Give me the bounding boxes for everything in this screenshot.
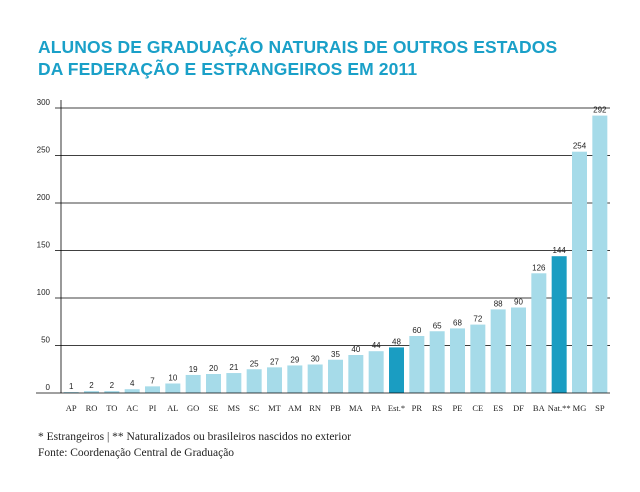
data-label: 48	[392, 337, 401, 346]
x-tick-label: PR	[412, 403, 423, 413]
data-label: 29	[290, 355, 299, 364]
bar-ap	[63, 392, 79, 393]
bars	[63, 115, 608, 393]
footnote-source: Fonte: Coordenação Central de Graduação	[38, 447, 235, 459]
bar-pb	[328, 359, 343, 393]
x-tick-label: SC	[249, 403, 260, 413]
x-tick-label: RN	[309, 403, 321, 413]
chart-title-line-1: ALUNOS DE GRADUAÇÃO NATURAIS DE OUTROS E…	[38, 37, 558, 57]
x-tick-label: PE	[453, 403, 463, 413]
x-tick-label: BA	[533, 403, 546, 413]
data-label: 20	[209, 364, 218, 373]
data-label: 292	[593, 106, 607, 115]
data-label: 2	[89, 381, 94, 390]
x-tick-label: MG	[573, 403, 587, 413]
bar-ma	[348, 355, 364, 393]
footnote-legend: * Estrangeiros | ** Naturalizados ou bra…	[38, 431, 352, 443]
bar-es	[490, 309, 506, 393]
bar-sp	[592, 115, 608, 393]
bar-ba	[531, 273, 547, 393]
data-label: 90	[514, 298, 523, 307]
x-tick-label: Nat.**	[548, 403, 571, 413]
bar-est	[389, 347, 404, 393]
bar-am	[287, 365, 303, 393]
bar-mt	[267, 367, 282, 393]
bar-ro	[84, 391, 99, 393]
x-tick-label: PA	[371, 403, 382, 413]
data-label: 60	[412, 326, 421, 335]
data-label: 30	[311, 355, 320, 364]
data-label: 21	[229, 363, 238, 372]
bar-se	[206, 374, 221, 393]
x-tick-label: GO	[187, 403, 199, 413]
x-tick-label: ES	[493, 403, 503, 413]
bar-mg	[572, 151, 587, 393]
x-tick-label: Est.*	[388, 403, 405, 413]
bar-al	[165, 383, 181, 393]
x-tick-label: PB	[330, 403, 341, 413]
bar-pa	[368, 351, 384, 393]
x-tick-label: PI	[149, 403, 157, 413]
bar-go	[185, 374, 201, 393]
data-label: 72	[473, 315, 482, 324]
x-tick-label: MA	[349, 403, 364, 413]
y-tick-label: 150	[37, 241, 51, 250]
y-tick-label: 100	[37, 288, 51, 297]
gridlines	[55, 107, 610, 346]
y-tick-label: 250	[37, 146, 51, 155]
chart-title-line-2: DA FEDERAÇÃO E ESTRANGEIROS EM 2011	[38, 59, 418, 79]
x-tick-label: CE	[472, 403, 483, 413]
x-tick-label: AC	[126, 403, 138, 413]
axes: 0 50 100 150 200 250 300 AP RO TO AC PI AL GO SE MS SC MT…	[36, 98, 610, 413]
bar-pi	[145, 386, 160, 393]
x-tick-label: SP	[595, 403, 605, 413]
data-label: 27	[270, 357, 279, 366]
chart-title: ALUNOS DE GRADUAÇÃO NATURAIS DE OUTROS E…	[38, 36, 557, 80]
data-label: 88	[494, 299, 503, 308]
y-tick-label: 0	[46, 383, 51, 392]
y-tick-label: 50	[41, 336, 50, 345]
x-tick-label: TO	[106, 403, 117, 413]
bar-ms	[226, 373, 242, 393]
data-label: 144	[552, 246, 566, 255]
y-tick-label: 300	[37, 98, 51, 107]
bar-sc	[246, 369, 262, 393]
data-label: 44	[372, 341, 381, 350]
bar-df	[511, 307, 526, 393]
data-label: 126	[532, 263, 546, 272]
bar-nat	[551, 256, 567, 393]
data-label: 7	[150, 376, 155, 385]
bar-pe	[450, 328, 465, 393]
x-tick-label: RO	[86, 403, 98, 413]
data-labels: 1 2 2 4 7 10 19 20 21 25 27 29 30 35 40 44 48 60 65 68 72 88 9…	[69, 106, 607, 391]
y-tick-label: 200	[37, 193, 51, 202]
data-label: 68	[453, 318, 462, 327]
bar-to	[104, 391, 120, 393]
data-label: 10	[168, 374, 177, 383]
bar-chart: 1 2 2 4 7 10 19 20 21 25 27 29 30 35 40 44 48 60 65 68 72 88 9…	[36, 98, 610, 413]
bar-rn	[307, 364, 323, 393]
bar-pr	[409, 336, 425, 393]
x-tick-label: DF	[513, 403, 524, 413]
x-tick-label: AM	[288, 403, 302, 413]
data-label: 65	[433, 321, 442, 330]
data-label: 254	[573, 142, 587, 151]
x-tick-label: MT	[268, 403, 282, 413]
x-tick-label: RS	[432, 403, 443, 413]
bar-ce	[470, 324, 486, 393]
bar-rs	[429, 331, 445, 393]
x-tick-label: MS	[228, 403, 241, 413]
data-label: 19	[189, 365, 198, 374]
data-label: 2	[110, 381, 115, 390]
x-tick-label: AP	[66, 403, 77, 413]
x-tick-label: AL	[167, 403, 178, 413]
data-label: 25	[250, 359, 259, 368]
footnotes: * Estrangeiros | ** Naturalizados ou bra…	[38, 429, 351, 461]
data-label: 35	[331, 350, 340, 359]
x-tick-label: SE	[209, 403, 219, 413]
data-label: 4	[130, 379, 135, 388]
data-label: 1	[69, 382, 74, 391]
data-label: 40	[351, 345, 360, 354]
bar-ac	[124, 389, 140, 393]
